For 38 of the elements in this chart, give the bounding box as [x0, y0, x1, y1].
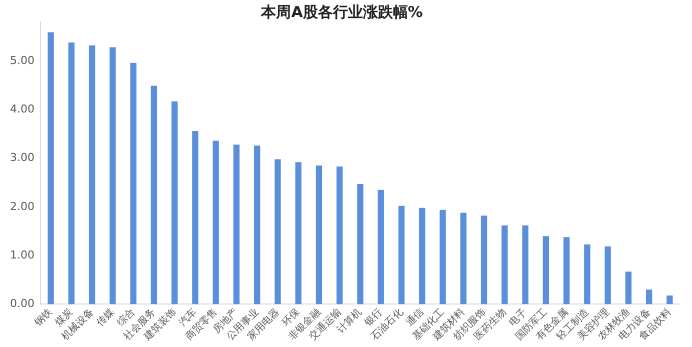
bar	[150, 86, 158, 304]
bar	[233, 144, 240, 304]
bar	[274, 159, 281, 304]
bar	[604, 246, 611, 304]
y-tick-label: 5.00	[10, 54, 34, 67]
bar	[378, 190, 384, 304]
bar	[295, 162, 302, 304]
bar	[584, 244, 590, 304]
bar	[68, 42, 75, 304]
bar	[130, 62, 136, 304]
bar	[480, 216, 488, 304]
x-tick-label: 传媒	[94, 306, 117, 329]
bar	[522, 225, 528, 304]
y-tick-label: 4.00	[10, 102, 34, 116]
bar	[398, 206, 405, 304]
y-tick-label: 2.00	[10, 200, 34, 213]
chart-title: 本周A股各行业涨跌幅%	[260, 2, 423, 21]
bar	[460, 212, 466, 304]
bar	[336, 166, 343, 304]
bar	[419, 208, 426, 304]
bar	[316, 166, 322, 304]
y-tick-label: 1.00	[10, 248, 34, 262]
bar	[440, 210, 446, 304]
bar	[48, 32, 54, 304]
bar	[171, 101, 178, 304]
bar	[625, 272, 632, 304]
bar	[666, 295, 673, 304]
bar	[192, 131, 198, 304]
y-tick-label: 3.00	[10, 151, 34, 164]
bar	[88, 45, 96, 304]
bar	[502, 225, 508, 304]
bar	[542, 236, 550, 304]
bar	[212, 140, 219, 304]
bar	[563, 237, 570, 304]
bar	[646, 290, 652, 304]
bar	[357, 184, 364, 304]
bar	[254, 146, 260, 304]
bar	[110, 47, 116, 304]
